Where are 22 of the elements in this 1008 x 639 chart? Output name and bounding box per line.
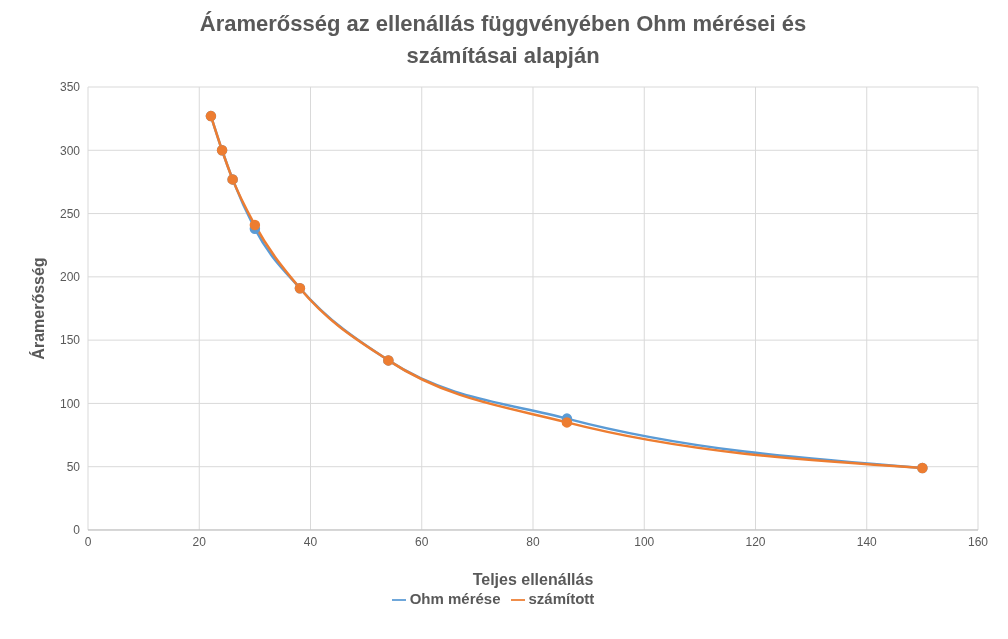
x-tick-label: 40 [303,535,318,550]
chart-title: Áramerősség az ellenállás függvényében Ohm mérései és számításai alapján [198,10,808,70]
legend-label: Ohm mérése [409,589,501,607]
x-tick-label: 80 [526,535,540,550]
y-tick-label: 350 [59,80,81,95]
x-tick-label: 60 [415,535,429,550]
y-tick-label: 250 [59,206,81,221]
x-tick-label: 160 [967,535,989,550]
x-tick-label: 120 [745,535,766,550]
x-axis-title: Teljes ellenállás [472,570,594,588]
y-tick-label: 150 [59,333,81,348]
y-tick-label: 300 [59,143,81,158]
y-axis-title: Áramerősség [28,257,47,360]
legend-label: számított [528,589,595,607]
y-tick-label: 100 [59,396,81,411]
x-tick-label: 140 [856,535,878,550]
x-tick-label: 20 [192,535,207,550]
x-tick-label: 100 [634,535,655,550]
y-tick-label: 200 [59,270,81,285]
x-tick-label: 0 [84,535,92,550]
y-tick-label: 50 [66,459,81,474]
y-tick-label: 0 [73,523,81,538]
